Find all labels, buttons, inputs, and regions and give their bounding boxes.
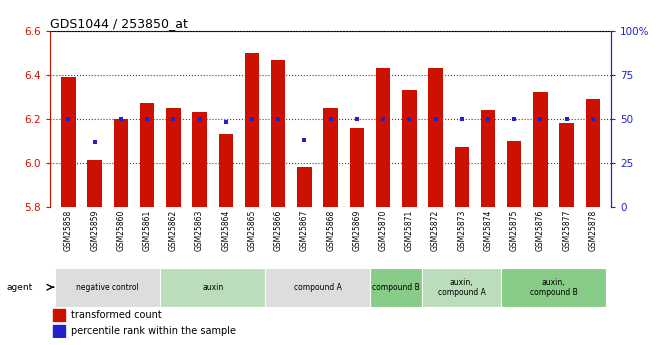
- Bar: [370, 268, 422, 306]
- Text: GSM25859: GSM25859: [90, 209, 99, 251]
- Bar: [53, 309, 65, 321]
- Bar: [61, 77, 75, 207]
- Bar: [428, 68, 443, 207]
- Text: GSM25870: GSM25870: [379, 209, 387, 251]
- Text: GSM25876: GSM25876: [536, 209, 545, 251]
- Bar: [349, 128, 364, 207]
- Text: GSM25868: GSM25868: [326, 209, 335, 251]
- Bar: [265, 268, 370, 306]
- Text: GSM25871: GSM25871: [405, 209, 413, 251]
- Bar: [559, 123, 574, 207]
- Text: GSM25873: GSM25873: [458, 209, 466, 251]
- Bar: [55, 268, 160, 306]
- Bar: [140, 104, 154, 207]
- Text: agent: agent: [7, 283, 33, 292]
- Text: GSM25875: GSM25875: [510, 209, 519, 251]
- Bar: [192, 112, 207, 207]
- Text: GSM25863: GSM25863: [195, 209, 204, 251]
- Bar: [88, 160, 102, 207]
- Bar: [323, 108, 338, 207]
- Text: GSM25878: GSM25878: [589, 209, 597, 251]
- Bar: [271, 60, 285, 207]
- Text: GSM25874: GSM25874: [484, 209, 492, 251]
- Bar: [422, 268, 501, 306]
- Text: GSM25862: GSM25862: [169, 209, 178, 251]
- Text: auxin,
compound A: auxin, compound A: [438, 277, 486, 297]
- Bar: [507, 141, 522, 207]
- Text: auxin,
compound B: auxin, compound B: [530, 277, 577, 297]
- Text: GSM25869: GSM25869: [353, 209, 361, 251]
- Text: GSM25866: GSM25866: [274, 209, 283, 251]
- Bar: [481, 110, 495, 207]
- Bar: [114, 119, 128, 207]
- Text: GSM25877: GSM25877: [562, 209, 571, 251]
- Bar: [160, 268, 265, 306]
- Text: compound A: compound A: [294, 283, 341, 292]
- Text: GSM25864: GSM25864: [221, 209, 230, 251]
- Bar: [586, 99, 600, 207]
- Text: GSM25872: GSM25872: [431, 209, 440, 251]
- Bar: [376, 68, 390, 207]
- Bar: [166, 108, 180, 207]
- Bar: [501, 268, 606, 306]
- Bar: [454, 147, 469, 207]
- Bar: [53, 325, 65, 336]
- Text: compound B: compound B: [372, 283, 420, 292]
- Text: GSM25865: GSM25865: [248, 209, 257, 251]
- Bar: [533, 92, 548, 207]
- Text: GSM25861: GSM25861: [142, 209, 152, 251]
- Bar: [402, 90, 417, 207]
- Text: transformed count: transformed count: [71, 310, 162, 320]
- Bar: [244, 53, 259, 207]
- Text: auxin: auxin: [202, 283, 223, 292]
- Text: GDS1044 / 253850_at: GDS1044 / 253850_at: [50, 17, 188, 30]
- Text: GSM25867: GSM25867: [300, 209, 309, 251]
- Bar: [297, 167, 312, 207]
- Text: GSM25858: GSM25858: [64, 209, 73, 251]
- Bar: [218, 134, 233, 207]
- Text: negative control: negative control: [76, 283, 139, 292]
- Text: percentile rank within the sample: percentile rank within the sample: [71, 326, 236, 336]
- Text: GSM25860: GSM25860: [116, 209, 126, 251]
